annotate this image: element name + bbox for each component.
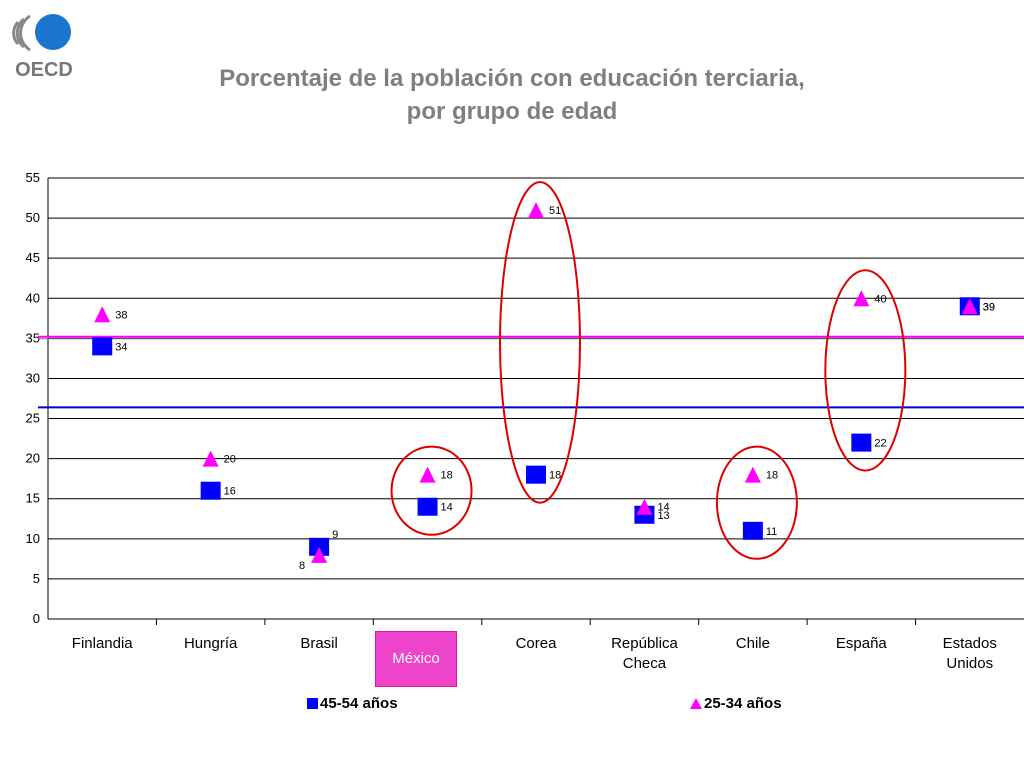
legend-square-icon (307, 698, 318, 709)
chart-title-line-2: por grupo de edad (406, 98, 618, 125)
data-label-25-34: 20 (224, 454, 236, 466)
oecd-logo-icon: OECD (12, 14, 73, 81)
chart-title-line-1: Porcentaje de la población con educación… (219, 65, 805, 92)
x-tick-label: República (611, 635, 678, 652)
legend-label-25-34: 25-34 años (704, 695, 782, 712)
legend-item-25-34: 25-34 años (690, 695, 782, 712)
data-label-25-34: 38 (115, 309, 127, 321)
y-tick-label: 30 (26, 370, 40, 385)
y-tick-label: 5 (33, 571, 40, 586)
data-label-45-54: 22 (874, 438, 886, 450)
highlight-oval-7 (824, 269, 907, 472)
data-label-45-54: 18 (549, 470, 561, 482)
chart-title: Porcentaje de la población con educación… (0, 62, 1024, 128)
x-tick-label: Chile (736, 635, 770, 652)
data-label-45-54: 14 (441, 502, 453, 514)
x-tick-label: Finlandia (72, 635, 134, 652)
point-45-54 (309, 537, 330, 556)
x-tick-label: España (836, 635, 888, 652)
highlight-oval-4 (499, 181, 581, 504)
x-tick-label: Hungría (184, 635, 238, 652)
logo-text: OECD (15, 59, 73, 81)
legend-triangle-icon (690, 698, 702, 709)
highlight-oval-6 (715, 445, 798, 560)
mexico-highlight-box: México (375, 631, 457, 687)
x-tick-label: Brasil (300, 635, 338, 652)
data-label-25-34: 18 (441, 470, 453, 482)
y-tick-label: 20 (26, 451, 40, 466)
data-label-45-54: 9 (332, 529, 338, 541)
data-label-45-54: 16 (224, 486, 236, 498)
y-tick-label: 25 (26, 411, 40, 426)
point-45-54 (742, 521, 763, 540)
data-label-45-54: 34 (115, 341, 127, 353)
point-45-54 (526, 465, 546, 484)
highlight-oval-3 (390, 445, 473, 536)
point-45-54 (417, 497, 438, 516)
legend-item-45-54: 45-54 años (307, 695, 398, 712)
data-label-25-34: 14 (657, 502, 669, 514)
x-tick-label: Estados (943, 635, 997, 652)
point-45-54 (200, 481, 221, 500)
point-25-34 (744, 466, 761, 483)
y-tick-label: 45 (26, 250, 40, 265)
y-tick-label: 0 (33, 611, 40, 626)
x-tick-label: Corea (516, 635, 558, 652)
data-label-45-54: 11 (766, 526, 777, 538)
y-tick-label: 50 (26, 210, 40, 225)
data-label-25-34: 8 (299, 560, 305, 572)
data-label-25-34: 18 (766, 470, 778, 482)
data-label-45-54: 13 (657, 510, 669, 522)
x-tick-label: Checa (623, 655, 667, 672)
y-tick-label: 55 (26, 170, 40, 185)
y-tick-label: 10 (26, 531, 40, 546)
x-tick-label: Unidos (946, 655, 993, 672)
oecd-logo: OECD (8, 10, 80, 82)
y-tick-label: 15 (26, 491, 40, 506)
point-25-34 (94, 306, 111, 323)
point-25-34 (853, 290, 870, 307)
data-label-25-34: 51 (549, 205, 561, 217)
point-25-34 (961, 298, 978, 315)
y-tick-label: 35 (26, 330, 40, 345)
point-25-34 (202, 450, 219, 467)
legend-label-45-54: 45-54 años (320, 695, 398, 712)
point-25-34 (528, 202, 544, 219)
point-25-34 (419, 466, 436, 483)
point-25-34 (311, 546, 328, 563)
y-tick-label: 40 (26, 290, 40, 305)
data-label-25-34: 39 (983, 301, 995, 313)
data-label-25-34: 40 (874, 293, 886, 305)
data-label-45-54: 39 (983, 301, 995, 313)
point-45-54 (851, 433, 872, 452)
point-45-54 (92, 337, 113, 356)
point-25-34 (636, 498, 653, 515)
